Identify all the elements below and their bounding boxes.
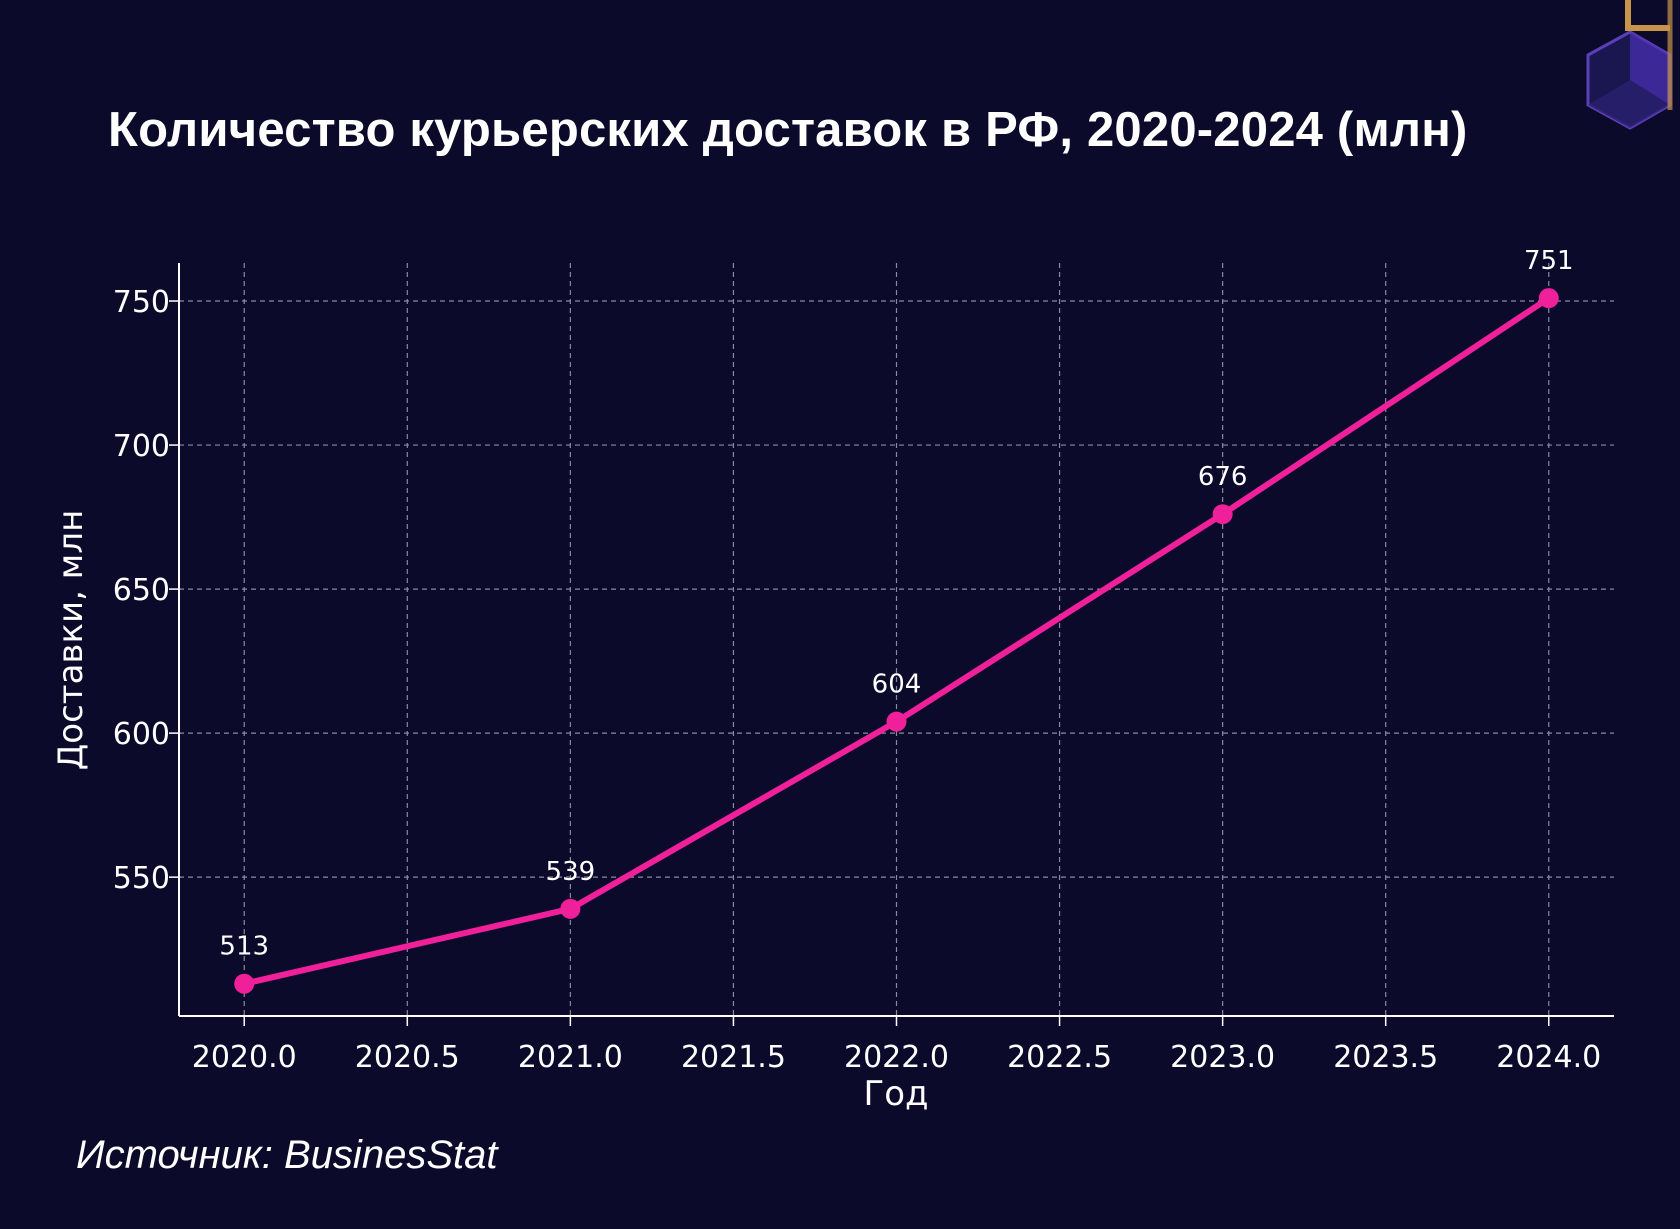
y-tick-label: 700 [113,429,170,464]
y-tick-labels: 550 600 650 700 750 [113,285,179,896]
x-tick-label: 2023.0 [1170,1040,1275,1075]
data-labels: 513 539 604 676 751 [219,246,1573,962]
x-tick-label: 2022.5 [1007,1040,1112,1075]
x-tick-labels: 2020.0 2020.5 2021.0 2021.5 2022.0 2022.5 2023… [192,1016,1601,1075]
x-tick-label: 2023.5 [1333,1040,1438,1075]
x-tick-label: 2020.0 [192,1040,297,1075]
chart-title: Количество курьерских доставок в РФ, 202… [108,103,1468,157]
data-point [560,898,581,919]
x-tick-label: 2020.5 [355,1040,460,1075]
data-label: 539 [546,857,596,887]
data-label: 513 [219,932,269,962]
data-label: 751 [1524,246,1574,276]
y-axis-label: Доставки, млн [51,510,91,771]
data-point [886,711,907,732]
data-points [234,288,1559,994]
data-point [1538,288,1559,309]
x-tick-label: 2021.5 [681,1040,786,1075]
data-point [1212,504,1233,525]
cube-logo-icon [1586,0,1673,130]
data-point [234,973,255,994]
data-label: 676 [1198,462,1248,492]
grid-lines [179,263,1614,1016]
x-tick-label: 2021.0 [518,1040,623,1075]
source-note: Источник: BusinesStat [76,1133,498,1177]
x-axis-label: Год [863,1074,928,1114]
y-tick-label: 650 [113,573,170,608]
x-tick-label: 2022.0 [844,1040,949,1075]
y-tick-label: 600 [113,717,170,752]
y-tick-label: 750 [113,285,170,320]
data-label: 604 [872,670,922,700]
x-tick-label: 2024.0 [1496,1040,1601,1075]
y-tick-label: 550 [113,861,170,896]
